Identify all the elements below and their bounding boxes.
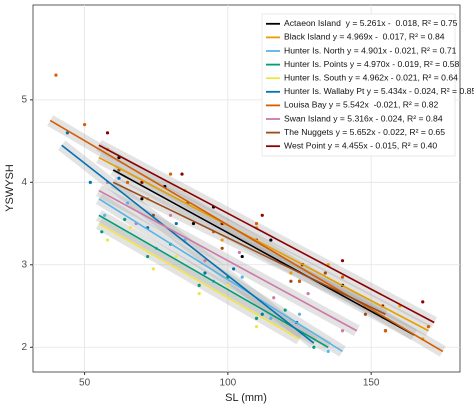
y-axis-title: YSWYSH bbox=[4, 164, 16, 212]
point bbox=[240, 275, 244, 279]
legend-label: Black Island y = 4.969x - 0.017, R² = 0.… bbox=[284, 32, 445, 42]
y-tick-label: 2 bbox=[21, 342, 27, 353]
point bbox=[125, 201, 130, 205]
point bbox=[105, 131, 110, 135]
point bbox=[254, 221, 259, 226]
point bbox=[100, 230, 104, 234]
point bbox=[203, 271, 207, 275]
point bbox=[254, 316, 259, 320]
point bbox=[383, 329, 388, 333]
point bbox=[128, 226, 133, 230]
point bbox=[140, 180, 144, 184]
point bbox=[260, 312, 264, 316]
point bbox=[340, 259, 345, 263]
point bbox=[82, 122, 87, 127]
point bbox=[340, 329, 345, 333]
point bbox=[297, 312, 302, 316]
fit-line bbox=[61, 144, 315, 344]
legend-label: Hunter Is. Points y = 4.970x - 0.019, R²… bbox=[284, 59, 460, 69]
point bbox=[54, 73, 58, 77]
point bbox=[254, 325, 259, 329]
point bbox=[220, 246, 224, 250]
point bbox=[289, 271, 293, 275]
point bbox=[168, 213, 173, 217]
point bbox=[117, 176, 121, 180]
point bbox=[123, 217, 127, 222]
point bbox=[269, 238, 273, 242]
fit-line bbox=[49, 119, 444, 353]
point bbox=[151, 267, 155, 271]
point bbox=[326, 349, 330, 353]
fit-line bbox=[112, 181, 386, 315]
fit-line bbox=[98, 198, 343, 353]
fit-line bbox=[98, 222, 300, 340]
point bbox=[191, 221, 196, 226]
y-tick-label: 4 bbox=[21, 177, 27, 188]
point bbox=[421, 300, 425, 304]
point bbox=[289, 279, 293, 283]
point bbox=[426, 325, 431, 329]
fit-line bbox=[98, 144, 435, 324]
point bbox=[88, 180, 92, 184]
x-axis-title: SL (mm) bbox=[225, 392, 267, 404]
fit-lines bbox=[49, 119, 444, 353]
point bbox=[260, 213, 264, 217]
y-tick-label: 3 bbox=[21, 259, 27, 270]
point bbox=[226, 283, 230, 288]
point bbox=[197, 292, 201, 296]
legend-label: Hunter Is. South y = 4.962x - 0.021, R² … bbox=[284, 72, 458, 82]
point bbox=[125, 180, 130, 184]
x-tick-label: 100 bbox=[220, 378, 237, 389]
legend: Actaeon Island y = 5.261x - 0.018, R² = … bbox=[261, 13, 474, 157]
point bbox=[168, 172, 173, 176]
point bbox=[103, 213, 107, 217]
x-tick-label: 150 bbox=[363, 378, 380, 389]
fit-line bbox=[112, 169, 415, 336]
legend-box bbox=[261, 13, 456, 157]
point bbox=[197, 283, 201, 288]
legend-label: Swan Island y = 5.316x - 0.024, R² = 0.8… bbox=[284, 113, 443, 123]
point bbox=[297, 279, 302, 283]
point bbox=[180, 172, 184, 176]
point bbox=[174, 221, 178, 226]
point bbox=[232, 267, 236, 271]
fit-line bbox=[98, 156, 429, 332]
point bbox=[312, 345, 316, 349]
point bbox=[203, 259, 207, 263]
point bbox=[65, 131, 69, 135]
point bbox=[220, 238, 224, 242]
points bbox=[54, 73, 431, 353]
point bbox=[237, 250, 241, 255]
point bbox=[174, 254, 178, 259]
legend-label: Louisa Bay y = 5.542x -0.021, R² = 0.82 bbox=[284, 100, 439, 110]
y-tick-label: 5 bbox=[21, 94, 27, 105]
point bbox=[283, 308, 287, 312]
x-tick-label: 50 bbox=[79, 378, 91, 389]
point bbox=[323, 271, 327, 275]
point bbox=[240, 254, 244, 259]
point bbox=[272, 296, 276, 300]
point bbox=[363, 312, 368, 316]
point bbox=[140, 197, 144, 201]
point bbox=[340, 275, 345, 279]
legend-label: The Nuggets y = 5.652x - 0.022, R² = 0.6… bbox=[284, 127, 445, 137]
point bbox=[146, 254, 150, 259]
point bbox=[269, 316, 273, 320]
point bbox=[306, 292, 310, 296]
legend-label: Hunter Is. Wallaby Pt y = 5.434x - 0.024… bbox=[284, 86, 474, 96]
fit-line bbox=[98, 189, 358, 332]
legend-label: Actaeon Island y = 5.261x - 0.018, R² = … bbox=[284, 18, 458, 28]
point bbox=[105, 238, 110, 242]
legend-label: Hunter Is. North y = 4.901x - 0.021, R² … bbox=[284, 45, 457, 55]
legend-label: West Point y = 4.455x - 0.015, R² = 0.40 bbox=[284, 140, 437, 150]
